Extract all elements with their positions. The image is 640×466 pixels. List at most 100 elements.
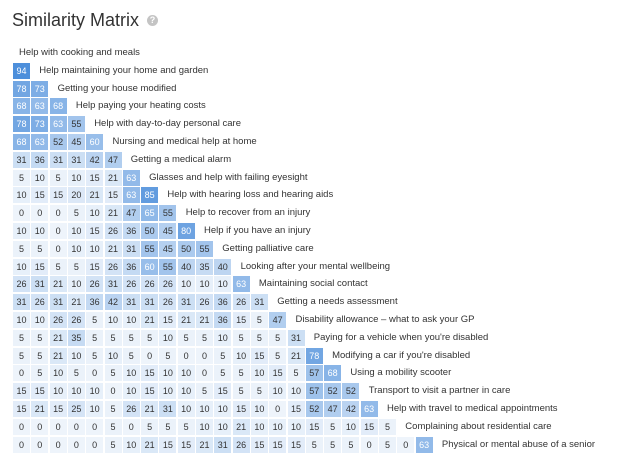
matrix-cell[interactable]: 63 [232, 276, 250, 293]
matrix-cell[interactable]: 10 [287, 383, 305, 400]
matrix-cell[interactable]: 40 [214, 258, 232, 275]
matrix-cell[interactable]: 10 [67, 223, 85, 239]
matrix-cell[interactable]: 5 [67, 365, 85, 382]
matrix-cell[interactable]: 5 [122, 329, 140, 346]
matrix-cell[interactable]: 5 [159, 347, 177, 364]
matrix-cell[interactable]: 68 [49, 98, 67, 115]
matrix-cell[interactable]: 31 [13, 294, 30, 311]
matrix-cell[interactable]: 5 [67, 258, 85, 275]
matrix-cell[interactable]: 15 [141, 365, 159, 382]
matrix-cell[interactable]: 36 [122, 258, 140, 275]
matrix-cell[interactable]: 10 [250, 401, 268, 417]
matrix-cell[interactable]: 21 [141, 401, 159, 417]
matrix-cell[interactable]: 0 [13, 418, 30, 435]
matrix-cell[interactable]: 10 [104, 347, 122, 364]
matrix-cell[interactable]: 21 [86, 187, 104, 204]
matrix-cell[interactable]: 42 [104, 294, 122, 311]
matrix-cell[interactable]: 15 [177, 436, 195, 453]
matrix-cell[interactable]: 5 [104, 401, 122, 417]
matrix-cell[interactable]: 10 [214, 418, 232, 435]
matrix-cell[interactable]: 15 [49, 401, 67, 417]
matrix-cell[interactable]: 26 [122, 401, 140, 417]
matrix-cell[interactable]: 5 [287, 365, 305, 382]
matrix-cell[interactable]: 31 [159, 401, 177, 417]
matrix-cell[interactable]: 31 [287, 329, 305, 346]
matrix-cell[interactable]: 78 [305, 347, 323, 364]
matrix-cell[interactable]: 45 [67, 134, 85, 150]
matrix-cell[interactable]: 55 [67, 116, 85, 133]
matrix-cell[interactable]: 15 [104, 187, 122, 204]
matrix-cell[interactable]: 15 [159, 436, 177, 453]
matrix-cell[interactable]: 15 [31, 383, 49, 400]
matrix-cell[interactable]: 10 [86, 401, 104, 417]
matrix-cell[interactable]: 20 [67, 187, 85, 204]
matrix-cell[interactable]: 5 [104, 436, 122, 453]
matrix-cell[interactable]: 31 [141, 294, 159, 311]
matrix-cell[interactable]: 31 [49, 294, 67, 311]
matrix-cell[interactable]: 15 [141, 383, 159, 400]
matrix-cell[interactable]: 26 [232, 436, 250, 453]
matrix-cell[interactable]: 10 [342, 418, 360, 435]
matrix-cell[interactable]: 15 [305, 418, 323, 435]
matrix-cell[interactable]: 21 [104, 240, 122, 257]
matrix-cell[interactable]: 5 [104, 418, 122, 435]
matrix-cell[interactable]: 10 [196, 276, 213, 293]
matrix-cell[interactable]: 5 [13, 169, 30, 186]
matrix-cell[interactable]: 0 [177, 347, 195, 364]
matrix-cell[interactable]: 68 [324, 365, 342, 382]
matrix-cell[interactable]: 10 [159, 329, 177, 346]
matrix-cell[interactable]: 26 [196, 294, 213, 311]
matrix-cell[interactable]: 15 [287, 401, 305, 417]
matrix-cell[interactable]: 10 [159, 365, 177, 382]
matrix-cell[interactable]: 36 [86, 294, 104, 311]
matrix-cell[interactable]: 15 [232, 312, 250, 328]
matrix-cell[interactable]: 55 [159, 258, 177, 275]
matrix-cell[interactable]: 15 [86, 223, 104, 239]
matrix-cell[interactable]: 15 [31, 187, 49, 204]
matrix-cell[interactable]: 50 [141, 223, 159, 239]
matrix-cell[interactable]: 36 [122, 223, 140, 239]
matrix-cell[interactable]: 10 [13, 312, 30, 328]
matrix-cell[interactable]: 42 [86, 151, 104, 168]
matrix-cell[interactable]: 26 [141, 276, 159, 293]
matrix-cell[interactable]: 10 [13, 187, 30, 204]
matrix-cell[interactable]: 0 [86, 418, 104, 435]
matrix-cell[interactable]: 5 [86, 347, 104, 364]
matrix-cell[interactable]: 21 [31, 401, 49, 417]
matrix-cell[interactable]: 15 [250, 436, 268, 453]
matrix-cell[interactable]: 10 [67, 347, 85, 364]
matrix-cell[interactable]: 5 [122, 347, 140, 364]
matrix-cell[interactable]: 10 [269, 383, 287, 400]
matrix-cell[interactable]: 26 [86, 276, 104, 293]
matrix-cell[interactable]: 10 [177, 401, 195, 417]
matrix-cell[interactable]: 0 [397, 436, 415, 453]
matrix-cell[interactable]: 26 [104, 223, 122, 239]
matrix-cell[interactable]: 36 [214, 294, 232, 311]
matrix-cell[interactable]: 57 [305, 365, 323, 382]
matrix-cell[interactable]: 36 [214, 312, 232, 328]
matrix-cell[interactable]: 10 [122, 436, 140, 453]
matrix-cell[interactable]: 0 [360, 436, 378, 453]
matrix-cell[interactable]: 31 [13, 151, 30, 168]
matrix-cell[interactable]: 31 [177, 294, 195, 311]
matrix-cell[interactable]: 63 [122, 169, 140, 186]
matrix-cell[interactable]: 15 [13, 383, 30, 400]
matrix-cell[interactable]: 10 [49, 365, 67, 382]
matrix-cell[interactable]: 0 [13, 205, 30, 222]
matrix-cell[interactable]: 55 [159, 205, 177, 222]
matrix-cell[interactable]: 21 [141, 436, 159, 453]
matrix-cell[interactable]: 21 [67, 294, 85, 311]
matrix-cell[interactable]: 10 [67, 240, 85, 257]
matrix-cell[interactable]: 10 [67, 383, 85, 400]
matrix-cell[interactable]: 0 [49, 240, 67, 257]
matrix-cell[interactable]: 65 [141, 205, 159, 222]
matrix-cell[interactable]: 60 [86, 134, 104, 150]
matrix-cell[interactable]: 21 [104, 169, 122, 186]
matrix-cell[interactable]: 52 [49, 134, 67, 150]
matrix-cell[interactable]: 5 [324, 418, 342, 435]
matrix-cell[interactable]: 0 [31, 205, 49, 222]
matrix-cell[interactable]: 5 [86, 329, 104, 346]
matrix-cell[interactable]: 52 [324, 383, 342, 400]
matrix-cell[interactable]: 10 [86, 240, 104, 257]
matrix-cell[interactable]: 0 [13, 436, 30, 453]
